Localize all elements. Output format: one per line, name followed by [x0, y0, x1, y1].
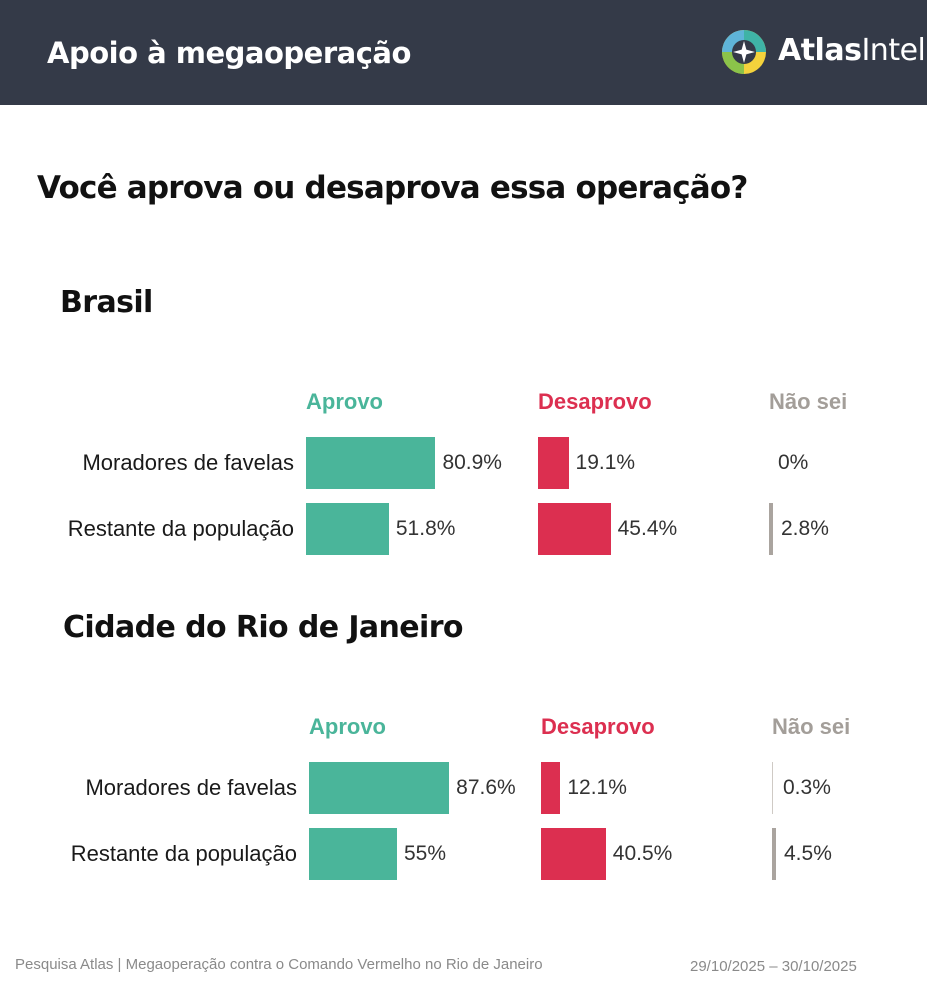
- data-label-aprovo: 87.6%: [456, 776, 516, 799]
- column-header-aprovo: Aprovo: [306, 389, 383, 414]
- section-title: Brasil: [60, 285, 153, 320]
- data-label-nao-sei: 0.3%: [783, 776, 831, 799]
- column-header-nao-sei: Não sei: [772, 714, 851, 739]
- footer-dates: 29/10/2025 – 30/10/2025: [690, 958, 857, 975]
- column-header-aprovo: Aprovo: [309, 714, 386, 739]
- column-header-nao-sei: Não sei: [769, 389, 848, 414]
- data-label-nao-sei: 0%: [778, 451, 809, 474]
- data-label-desaprovo: 40.5%: [612, 842, 673, 865]
- bar-aprovo: [306, 503, 389, 555]
- bar-aprovo: [309, 762, 450, 814]
- bar-desaprovo: [538, 437, 569, 489]
- page-title: Apoio à megaoperação: [47, 36, 411, 70]
- bar-desaprovo: [541, 762, 561, 814]
- bar-nao-sei: [772, 762, 773, 814]
- bar-desaprovo: [541, 828, 606, 880]
- bar-nao-sei: [772, 828, 776, 880]
- data-label-aprovo: 55%: [404, 842, 447, 865]
- row-label: Restante da população: [70, 841, 297, 866]
- atlasintel-logo-icon: [722, 30, 766, 74]
- row-label: Restante da população: [67, 516, 294, 541]
- section-title: Cidade do Rio de Janeiro: [63, 610, 464, 645]
- footer-source: Pesquisa Atlas | Megaoperação contra o C…: [15, 956, 543, 973]
- data-label-nao-sei: 4.5%: [784, 842, 832, 865]
- row-label: Moradores de favelas: [85, 775, 297, 800]
- data-label-desaprovo: 19.1%: [575, 451, 636, 474]
- data-label-nao-sei: 2.8%: [781, 517, 829, 540]
- column-header-desaprovo: Desaprovo: [538, 389, 652, 414]
- bar-nao-sei: [769, 503, 773, 555]
- bar-aprovo: [306, 437, 436, 489]
- data-label-desaprovo: 12.1%: [567, 776, 627, 799]
- header-bar: Apoio à megaoperação AtlasIntel: [0, 0, 927, 105]
- survey-question: Você aprova ou desaprova essa operação?: [37, 170, 748, 206]
- data-label-aprovo: 80.9%: [442, 451, 502, 474]
- bar-desaprovo: [538, 503, 611, 555]
- data-label-aprovo: 51.8%: [395, 517, 456, 540]
- row-label: Moradores de favelas: [82, 450, 294, 475]
- logo-wordmark: AtlasIntel: [778, 33, 926, 68]
- column-header-desaprovo: Desaprovo: [541, 714, 655, 739]
- bar-aprovo: [309, 828, 397, 880]
- data-label-desaprovo: 45.4%: [617, 517, 678, 540]
